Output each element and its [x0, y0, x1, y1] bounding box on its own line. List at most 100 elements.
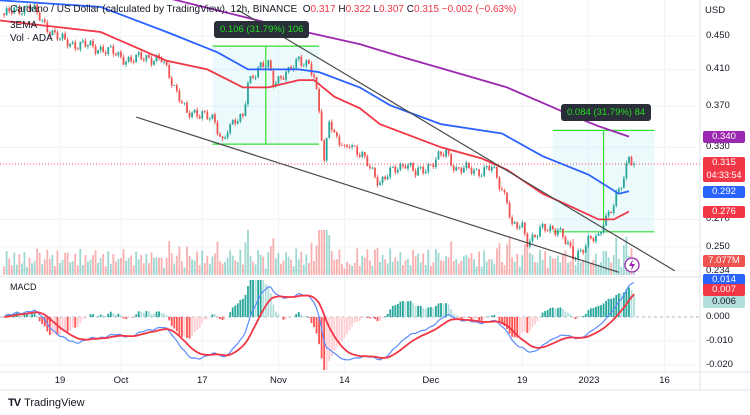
candle-body: [615, 191, 618, 206]
candle-body: [181, 101, 183, 103]
volume-bar: [130, 255, 133, 275]
volume-bar: [315, 245, 318, 275]
candle-body: [13, 7, 16, 14]
macd-histogram-bar: [102, 315, 105, 317]
volume-bar: [612, 255, 615, 275]
candle-body: [485, 166, 488, 168]
volume-bar: [178, 246, 181, 275]
candle-body: [412, 163, 414, 171]
macd-histogram-bar: [419, 305, 422, 317]
volume-bar: [351, 265, 353, 275]
macd-histogram-bar: [490, 315, 493, 317]
volume-bar: [208, 263, 211, 275]
volume-bar: [13, 252, 16, 275]
macd-histogram-bar: [607, 298, 610, 317]
volume-bar: [313, 260, 315, 275]
macd-histogram-bar: [109, 311, 112, 317]
macd-indicator-label[interactable]: MACD: [10, 282, 37, 292]
volume-bar: [94, 250, 97, 275]
volume-bar: [363, 257, 366, 275]
symbol-title[interactable]: Cardano / US Dollar (calculated by Tradi…: [10, 4, 298, 15]
macd-histogram-bar: [437, 303, 440, 317]
volume-bar: [361, 255, 364, 275]
candle-body: [208, 118, 211, 120]
macd-histogram-bar: [630, 290, 633, 317]
macd-histogram-bar: [259, 280, 262, 317]
volume-indicator-label[interactable]: Vol · ADA: [10, 33, 53, 44]
volume-bar: [155, 257, 158, 275]
candle-body: [396, 170, 399, 173]
macd-histogram-bar: [333, 317, 336, 351]
volume-bar: [485, 261, 488, 275]
macd-histogram-bar: [478, 317, 480, 321]
tradingview-footer[interactable]: TV TradingView: [8, 397, 85, 409]
volume-bar: [226, 257, 229, 275]
volume-bar: [145, 253, 148, 275]
volume-bar: [28, 257, 31, 275]
volume-bar: [168, 241, 171, 275]
candle-body: [224, 137, 226, 139]
macd-histogram-bar: [135, 314, 138, 317]
ema-indicator-label[interactable]: 3EMA: [10, 20, 38, 31]
volume-bar: [43, 259, 46, 275]
macd-histogram-bar: [376, 317, 379, 322]
volume-bar: [229, 250, 232, 275]
macd-histogram-bar: [462, 317, 465, 320]
macd-histogram-bar: [71, 317, 74, 328]
volume-bars: [3, 230, 635, 275]
candle-body: [10, 11, 13, 14]
volume-bar: [607, 257, 610, 275]
volume-bar: [236, 261, 239, 275]
candle-body: [455, 167, 458, 171]
macd-histogram-bar: [201, 317, 204, 324]
volume-bar: [396, 261, 399, 275]
macd-histogram-bar: [335, 317, 338, 347]
macd-histogram-bar: [475, 317, 478, 320]
macd-histogram-bar: [480, 317, 483, 321]
candle-body: [26, 6, 28, 8]
volume-bar: [64, 252, 66, 275]
alert-lightning-icon[interactable]: [624, 257, 640, 273]
candle-body: [275, 83, 277, 87]
candle-body: [178, 90, 181, 102]
volume-bar: [259, 254, 262, 275]
candle-body: [462, 167, 465, 173]
volume-bar: [539, 249, 541, 275]
volume-bar: [358, 265, 361, 275]
candle-body: [549, 226, 552, 232]
volume-bar: [498, 243, 501, 275]
candle-body: [465, 162, 468, 168]
candle-body: [18, 6, 21, 15]
macd-histogram-bar: [84, 317, 87, 319]
candle-body: [3, 13, 6, 16]
candle-body: [206, 111, 209, 120]
trendline: [136, 116, 619, 273]
candle-body: [518, 227, 521, 229]
candle-body: [554, 229, 557, 235]
candle-body: [198, 116, 201, 119]
macd-histogram-bar: [61, 317, 64, 332]
macd-histogram-bar: [117, 313, 120, 317]
macd-histogram-bar: [541, 312, 544, 317]
candle-body: [422, 166, 425, 174]
macd-histogram-bar: [600, 305, 602, 317]
volume-bar: [175, 255, 178, 275]
volume-bar: [247, 230, 249, 275]
candle-body: [272, 70, 275, 87]
candle-body: [214, 114, 216, 123]
macd-histogram-bar: [493, 314, 496, 317]
trendlines[interactable]: [136, 9, 675, 273]
volume-bar: [89, 259, 92, 275]
volume-bar: [419, 262, 422, 275]
candle-body: [92, 40, 94, 47]
candle-body: [457, 167, 460, 169]
volume-bar: [109, 263, 112, 275]
candle-body: [440, 151, 442, 155]
candle-body: [145, 54, 148, 61]
macd-histogram-bar: [178, 317, 181, 336]
macd-histogram-bar: [427, 307, 430, 317]
macd-histogram-bar: [440, 303, 442, 317]
volume-bar: [333, 259, 336, 275]
macd-histogram-bar: [529, 317, 531, 332]
